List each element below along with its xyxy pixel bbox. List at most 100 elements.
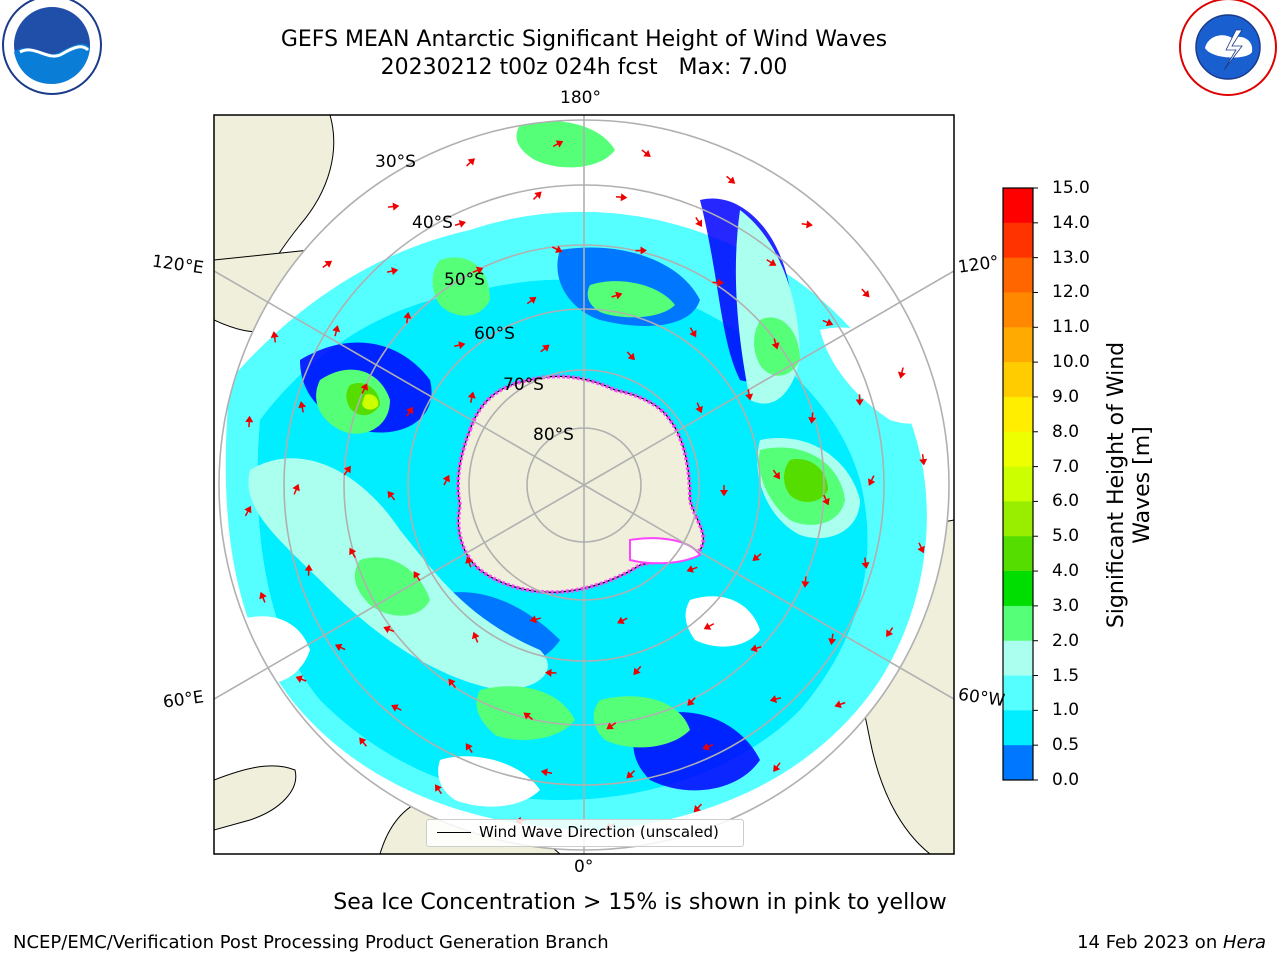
colorbar-title-line-2: Waves [m] — [1130, 426, 1155, 544]
nws-logo — [1179, 0, 1277, 96]
wave-arrow-head — [640, 246, 647, 255]
wave-arrow-head — [270, 331, 279, 338]
wave-arrow-head — [687, 698, 695, 706]
wave-arrow-head — [750, 644, 758, 653]
wave-arrow-head — [360, 383, 368, 391]
wave-arrow-head — [689, 329, 697, 338]
land-madagascar — [214, 765, 297, 831]
colorbar-segment — [1003, 640, 1033, 677]
colorbar-segment — [1003, 605, 1033, 642]
wave-arrow-head — [825, 318, 834, 327]
wave-arrow-head — [862, 289, 870, 298]
colorbar-tick-label: 6.0 — [1052, 491, 1080, 512]
colorbar-tick-label: 12.0 — [1052, 282, 1090, 303]
wave-arrow-head — [867, 478, 876, 486]
lon-label-0: 0° — [574, 857, 594, 877]
wave-arrow-head — [413, 571, 421, 579]
lat-label-40s: 40°S — [412, 213, 453, 233]
wave-arrow-head — [745, 393, 754, 401]
wave-arrow-head — [403, 311, 412, 319]
wave-arrow-head — [806, 220, 813, 229]
wave-arrow-head — [534, 191, 542, 199]
wave-arrow-head — [822, 497, 830, 506]
colorbar-segment — [1003, 710, 1033, 746]
wave-arrow-head — [349, 547, 357, 556]
wave-arrow-head — [727, 176, 736, 184]
wave-arrow-head — [606, 722, 614, 730]
wave-arrow-head — [442, 474, 450, 483]
wave-arrow-head — [387, 490, 395, 499]
colorbar-tick-label: 7.0 — [1052, 456, 1080, 477]
wave-arrow-head — [523, 712, 531, 720]
wave-arrow-head — [406, 406, 413, 415]
wave-arrow-head — [245, 415, 254, 423]
colorbar-segment — [1003, 501, 1033, 537]
colorbar-tick-label: 5.0 — [1052, 526, 1080, 547]
wave-arrow-head — [383, 625, 391, 634]
wave-arrow-head — [332, 325, 341, 333]
wave-arrow-head — [334, 643, 343, 652]
wave-arrow-head — [259, 591, 267, 600]
wave-arrow-head — [897, 371, 906, 379]
wave-arrow-head — [391, 267, 399, 276]
colorbar-segment — [1003, 362, 1033, 398]
lat-label-30s: 30°S — [375, 152, 416, 172]
wave-arrow-head — [719, 490, 729, 497]
colorbar-tick-label: 1.0 — [1052, 700, 1080, 721]
wave-arrow-head — [752, 553, 760, 562]
wave-arrow-head — [801, 581, 810, 588]
producer-credit: NCEP/EMC/Verification Post Processing Pr… — [13, 932, 609, 953]
wave-arrow-head — [529, 615, 537, 624]
colorbar-segment — [1003, 222, 1033, 259]
colorbar-tick-label: 1.5 — [1052, 665, 1080, 686]
wave-arrow-head — [359, 737, 367, 745]
wave-arrow-head — [643, 149, 651, 157]
wave-arrow-head — [717, 278, 724, 287]
wave-arrow-head — [617, 616, 625, 625]
generation-date: 14 Feb 2023 on Hera — [1077, 932, 1266, 953]
wave-arrow-head — [693, 804, 701, 813]
wave-arrow-head — [555, 140, 564, 148]
sea-ice-edge — [456, 374, 706, 595]
graticule — [214, 115, 954, 854]
colorbar-tick-label: 9.0 — [1052, 386, 1080, 407]
wave-arrow-head — [391, 704, 399, 712]
wave-arrow-head — [458, 341, 466, 350]
colorbar-tick-label: 13.0 — [1052, 247, 1090, 268]
wave-arrow-head — [769, 695, 777, 704]
colorbar-segment — [1003, 188, 1033, 224]
wave-arrow-head — [244, 505, 252, 514]
wave-arrow-head — [392, 202, 400, 211]
wave-arrow-head — [555, 245, 563, 253]
wave-arrow-head — [324, 260, 333, 268]
wave-arrow-head — [434, 784, 442, 792]
wave-arrow-head — [626, 771, 634, 779]
wave-arrow-head — [633, 667, 641, 676]
colorbar-tick-label: 15.0 — [1052, 178, 1090, 198]
wave-arrow-head — [773, 764, 781, 772]
wave-arrow-head — [292, 483, 300, 492]
colorbar-tick-label: 11.0 — [1052, 317, 1090, 338]
map-legend: Wind Wave Direction (unscaled) — [426, 819, 744, 847]
lat-label-70s: 70°S — [503, 375, 544, 395]
noaa-logo — [2, 0, 102, 95]
wave-arrow-head — [917, 545, 925, 554]
wave-arrow-head — [298, 401, 307, 409]
colorbar-segment — [1003, 745, 1033, 781]
lat-label-50s: 50°S — [444, 270, 485, 290]
wave-arrow-head — [855, 399, 864, 406]
wave-arrow-head — [861, 562, 870, 569]
wave-arrow-head — [545, 668, 552, 677]
wave-arrow-head — [467, 158, 475, 166]
wave-arrow-head — [528, 296, 537, 304]
colorbar — [1003, 187, 1038, 781]
wave-arrow-head — [828, 638, 837, 646]
wave-arrow-head — [702, 742, 710, 751]
wave-arrow-head — [768, 258, 777, 266]
wave-arrow-head — [808, 416, 817, 424]
colorbar-segment — [1003, 292, 1033, 328]
wave-arrow-head — [620, 193, 628, 202]
colorbar-tick-label: 4.0 — [1052, 561, 1080, 582]
colorbar-segment — [1003, 536, 1033, 572]
